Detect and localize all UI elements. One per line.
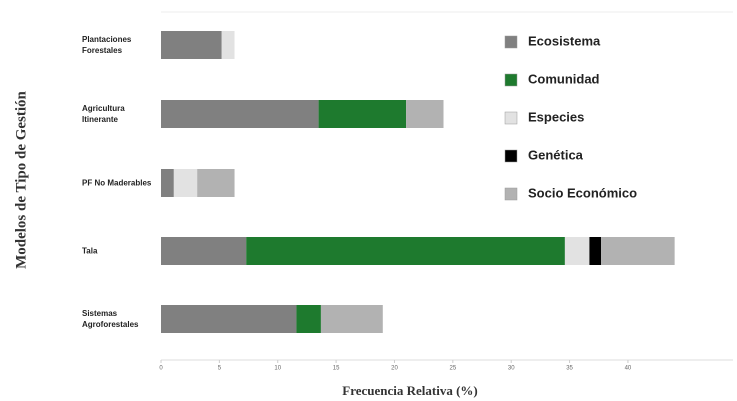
y-axis-label: Modelos de Tipo de Gestión (13, 90, 29, 268)
bar-segment (246, 237, 565, 265)
bar-segment (161, 237, 247, 265)
bar-segment (197, 169, 235, 197)
y-tick-label: Plantaciones Forestales (82, 35, 132, 55)
legend-swatch (504, 111, 518, 125)
bar-segment (221, 31, 235, 59)
bar-segment (589, 237, 602, 265)
x-tick-label: 0 (159, 366, 163, 372)
bar-segment (296, 305, 321, 333)
legend-swatch (504, 187, 518, 201)
bar-segment (406, 100, 444, 128)
x-tick-label: 5 (218, 366, 222, 372)
legend-swatch (504, 149, 518, 163)
bar-segment (161, 100, 319, 128)
x-tick-label: 35 (566, 366, 573, 372)
y-tick-label: Sistemas Agroforestales (82, 309, 139, 329)
y-tick-label: Tala (82, 246, 98, 256)
x-tick-label: 40 (625, 366, 632, 372)
legend-swatch (504, 73, 518, 87)
bar-segment (318, 100, 407, 128)
bar-segment (173, 169, 198, 197)
y-tick-label: Agricultura Itinerante (82, 104, 125, 124)
bar-segment (564, 237, 590, 265)
y-tick-label: PF No Maderables (82, 178, 152, 188)
bar-segment (161, 169, 174, 197)
x-tick-label: 10 (274, 366, 281, 372)
legend-label: Comunidad (528, 71, 600, 86)
bar-segment (601, 237, 675, 265)
legend-label: Ecosistema (528, 33, 601, 48)
x-tick-label: 25 (449, 366, 456, 372)
legend-label: Genética (528, 147, 584, 162)
legend-swatch (504, 35, 518, 49)
x-tick-label: 15 (333, 366, 340, 372)
x-tick-label: 20 (391, 366, 398, 372)
legend-label: Socio Económico (528, 185, 637, 200)
bar-segment (320, 305, 383, 333)
x-tick-label: 30 (508, 366, 515, 372)
legend-label: Especies (528, 109, 584, 124)
bar-segment (161, 305, 297, 333)
bar-segment (161, 31, 222, 59)
x-axis-label: Frecuencia Relativa (%) (342, 383, 478, 398)
